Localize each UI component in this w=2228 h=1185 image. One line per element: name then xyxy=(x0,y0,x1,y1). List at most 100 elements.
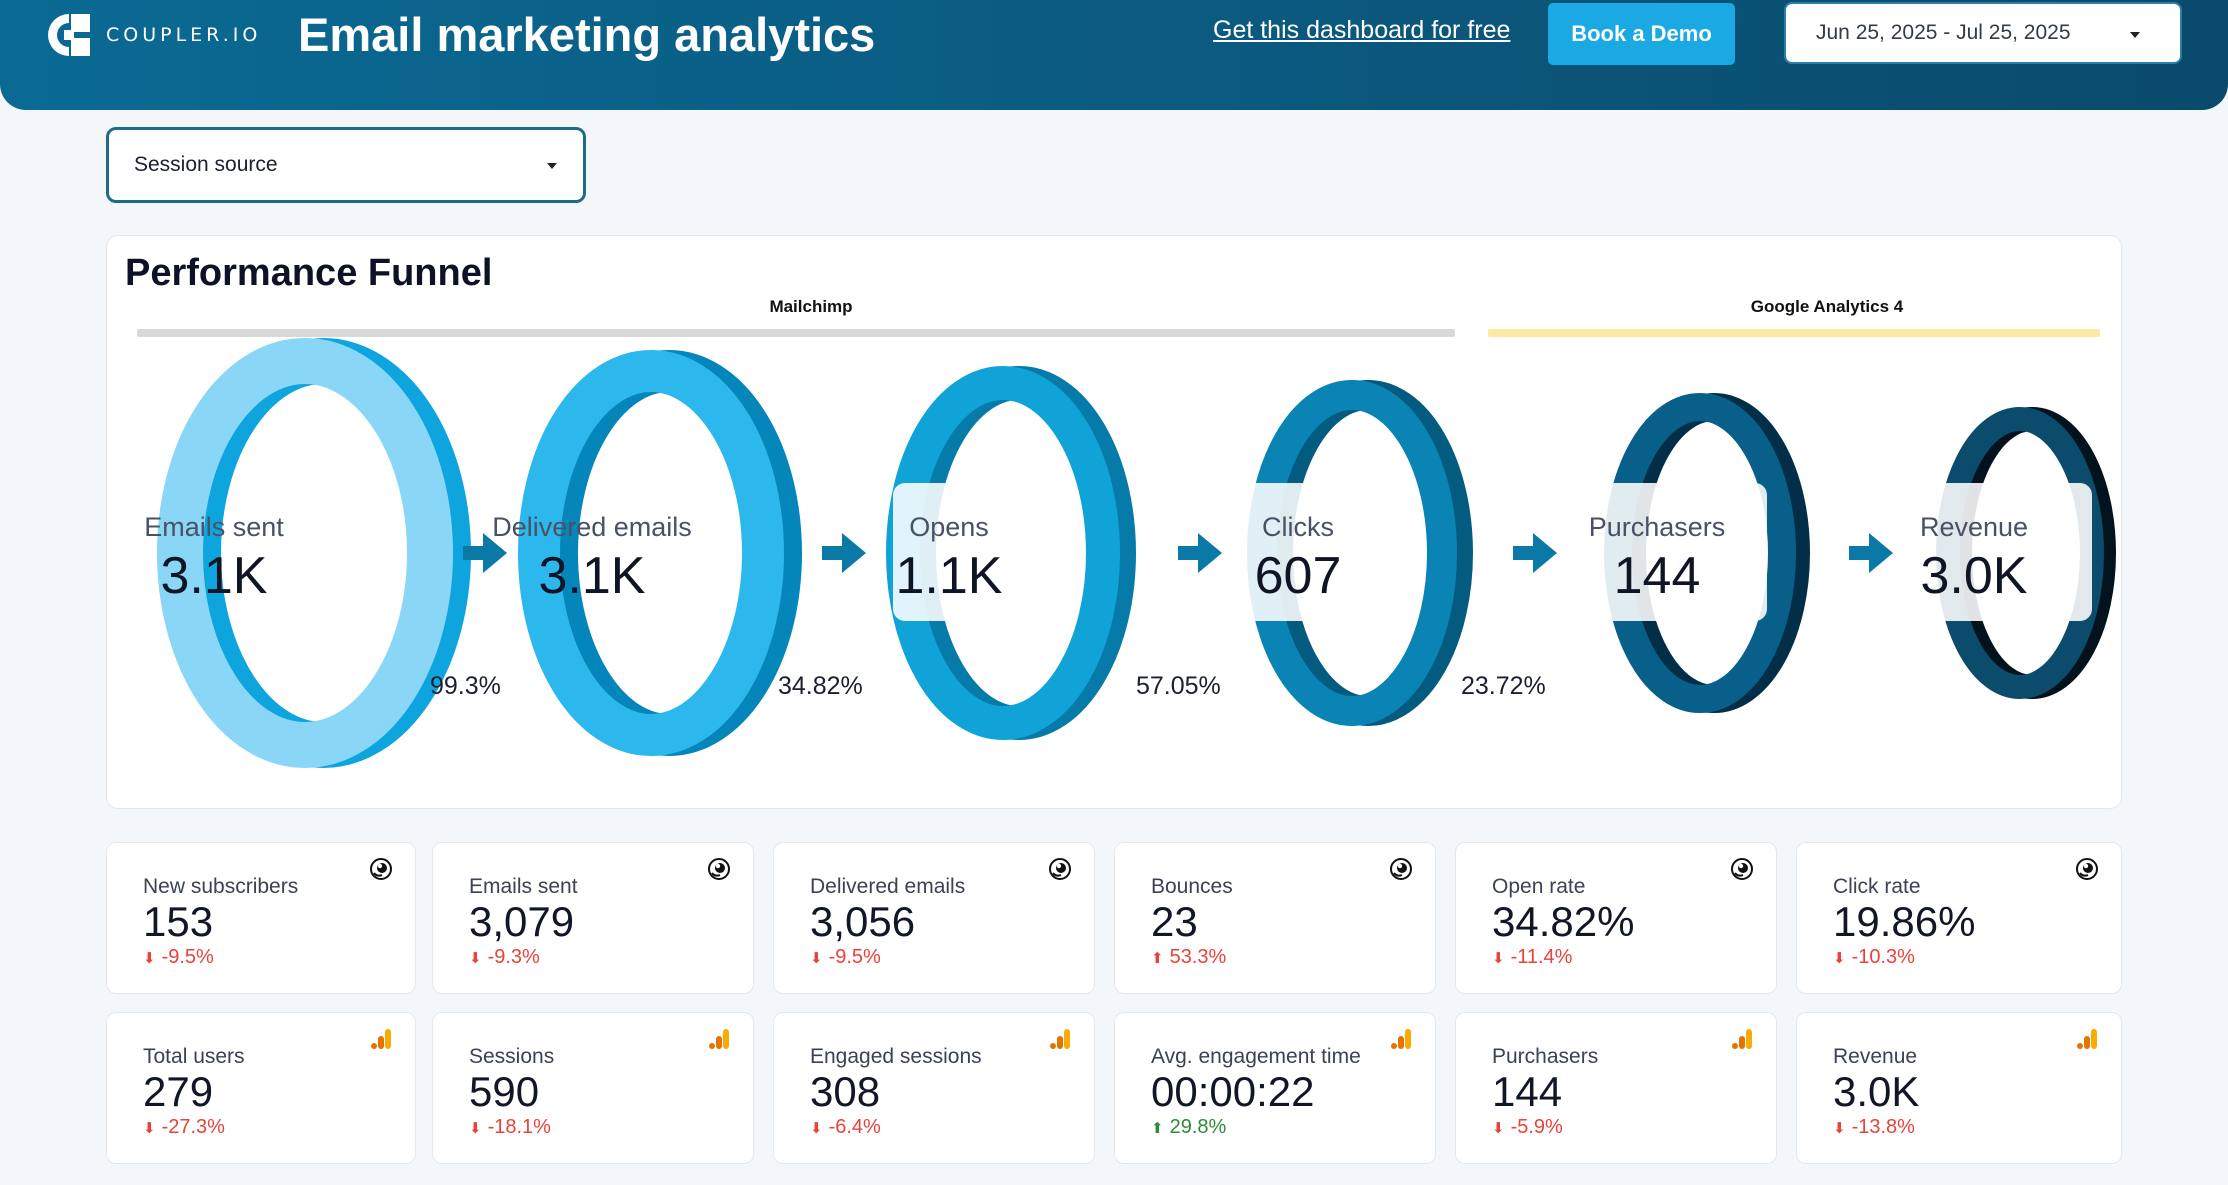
kpi-card: Total users 279 ⬇ -27.3% xyxy=(106,1012,416,1164)
kpi-value: 153 xyxy=(143,898,214,945)
kpi-delta-value: 53.3% xyxy=(1169,946,1227,968)
google-analytics-icon xyxy=(369,1027,393,1051)
source-label-mailchimp: Mailchimp xyxy=(769,297,853,316)
logo-text: COUPLER.IO xyxy=(106,24,262,46)
kpi-delta: ⬇ -11.4% xyxy=(1492,946,1572,969)
kpi-delta-value: -13.8% xyxy=(1851,1116,1915,1138)
funnel-stage-label: Purchasers xyxy=(1588,512,1726,542)
arrow-right-icon xyxy=(1849,533,1893,573)
chevron-down-icon xyxy=(547,163,557,169)
kpi-card: Sessions 590 ⬇ -18.1% xyxy=(432,1012,754,1164)
page-title: Email marketing analytics xyxy=(298,8,876,61)
kpi-label: Sessions xyxy=(469,1045,555,1068)
arrow-down-icon: ⬇ xyxy=(1492,1119,1505,1137)
session-source-dropdown[interactable]: Session source xyxy=(106,127,586,203)
google-analytics-icon xyxy=(1389,1027,1413,1051)
google-analytics-icon xyxy=(707,1027,731,1051)
google-analytics-icon xyxy=(2075,1027,2099,1051)
kpi-delta-value: -6.4% xyxy=(828,1116,881,1138)
kpi-value: 23 xyxy=(1151,898,1198,945)
kpi-card: Avg. engagement time 00:00:22 ⬆ 29.8% xyxy=(1114,1012,1436,1164)
funnel-ring-2 xyxy=(518,350,802,756)
mailchimp-icon xyxy=(1048,857,1072,881)
kpi-label: Engaged sessions xyxy=(810,1045,982,1068)
kpi-delta: ⬆ 29.8% xyxy=(1151,1116,1226,1139)
funnel-conversion-rate: 99.3% xyxy=(430,672,501,700)
kpi-delta: ⬇ -27.3% xyxy=(143,1116,225,1139)
kpi-delta-value: -27.3% xyxy=(161,1116,225,1138)
kpi-card: Revenue 3.0K ⬇ -13.8% xyxy=(1796,1012,2122,1164)
chevron-down-icon xyxy=(2130,32,2140,38)
kpi-delta: ⬇ -13.8% xyxy=(1833,1116,1915,1139)
kpi-value: 3.0K xyxy=(1833,1068,1920,1115)
kpi-label: Emails sent xyxy=(469,875,578,898)
kpi-label: Bounces xyxy=(1151,875,1233,898)
kpi-card: Delivered emails 3,056 ⬇ -9.5% xyxy=(773,842,1095,994)
arrow-down-icon: ⬇ xyxy=(469,1119,482,1137)
kpi-value: 00:00:22 xyxy=(1151,1068,1315,1115)
funnel-stage-label: Revenue xyxy=(1919,512,2029,542)
arrow-right-icon xyxy=(1513,533,1557,573)
kpi-value: 308 xyxy=(810,1068,881,1115)
kpi-card: Emails sent 3,079 ⬇ -9.3% xyxy=(432,842,754,994)
kpi-card: Purchasers 144 ⬇ -5.9% xyxy=(1455,1012,1777,1164)
kpi-delta-value: 29.8% xyxy=(1169,1116,1227,1138)
funnel-label-box xyxy=(893,483,1056,621)
arrow-down-icon: ⬇ xyxy=(143,1119,156,1137)
arrow-down-icon: ⬇ xyxy=(810,949,823,967)
kpi-delta: ⬇ -9.5% xyxy=(810,946,881,969)
kpi-value: 590 xyxy=(469,1068,540,1115)
kpi-value: 3,056 xyxy=(810,898,916,945)
date-range-picker[interactable]: Jun 25, 2025 - Jul 25, 2025 xyxy=(1784,2,2182,64)
coupler-logo[interactable]: COUPLER.IO xyxy=(44,10,261,60)
kpi-delta: ⬇ -9.3% xyxy=(469,946,540,969)
arrow-up-icon: ⬆ xyxy=(1151,1119,1164,1137)
funnel-stage-value: 1.1K xyxy=(895,547,1003,605)
funnel-label-box xyxy=(1911,483,2092,621)
funnel-stage-label: Opens xyxy=(909,512,989,542)
funnel-label-box xyxy=(1243,483,1416,621)
kpi-delta: ⬇ -18.1% xyxy=(469,1116,551,1139)
arrow-down-icon: ⬇ xyxy=(469,949,482,967)
funnel-stage-value: 3.1K xyxy=(538,547,646,605)
funnel-stage-label: Delivered emails xyxy=(492,512,692,542)
funnel-ring-1 xyxy=(157,338,471,768)
kpi-delta: ⬇ -10.3% xyxy=(1833,946,1915,969)
kpi-label: Open rate xyxy=(1492,875,1586,898)
kpi-delta: ⬆ 53.3% xyxy=(1151,946,1226,969)
mailchimp-icon xyxy=(369,857,393,881)
kpi-value: 144 xyxy=(1492,1068,1563,1115)
mailchimp-icon xyxy=(1389,857,1413,881)
funnel-stage-value: 3.1K xyxy=(160,547,268,605)
kpi-delta-value: -9.5% xyxy=(161,946,214,968)
funnel-stage-value: 607 xyxy=(1254,547,1342,605)
kpi-label: Revenue xyxy=(1833,1045,1918,1068)
kpi-value: 3,079 xyxy=(469,898,575,945)
kpi-label: Total users xyxy=(143,1045,245,1068)
source-label-ga4: Google Analytics 4 xyxy=(1750,297,1904,316)
funnel-stage-label: Clicks xyxy=(1262,512,1334,542)
kpi-label: Purchasers xyxy=(1492,1045,1599,1068)
kpi-delta-value: -5.9% xyxy=(1510,1116,1563,1138)
get-dashboard-link[interactable]: Get this dashboard for free xyxy=(1213,16,1511,44)
funnel-conversion-rate: 57.05% xyxy=(1136,672,1221,700)
arrow-down-icon: ⬇ xyxy=(143,949,156,967)
book-demo-button[interactable]: Book a Demo xyxy=(1548,3,1735,65)
kpi-value: 19.86% xyxy=(1833,898,1976,945)
kpi-card: Click rate 19.86% ⬇ -10.3% xyxy=(1796,842,2122,994)
arrow-right-icon xyxy=(822,533,866,573)
arrow-down-icon: ⬇ xyxy=(1492,949,1505,967)
kpi-card: Open rate 34.82% ⬇ -11.4% xyxy=(1455,842,1777,994)
arrow-down-icon: ⬇ xyxy=(1833,1119,1846,1137)
kpi-value: 34.82% xyxy=(1492,898,1635,945)
funnel-conversion-rate: 34.82% xyxy=(778,672,863,700)
funnel-label-box xyxy=(1597,483,1767,621)
arrow-down-icon: ⬇ xyxy=(810,1119,823,1137)
source-bar-mailchimp xyxy=(137,329,1455,337)
funnel-stage-value: 3.0K xyxy=(1920,547,2028,605)
funnel-stage-value: 144 xyxy=(1613,547,1701,605)
kpi-label: Click rate xyxy=(1833,875,1921,898)
mailchimp-icon xyxy=(1730,857,1754,881)
kpi-card: New subscribers 153 ⬇ -9.5% xyxy=(106,842,416,994)
